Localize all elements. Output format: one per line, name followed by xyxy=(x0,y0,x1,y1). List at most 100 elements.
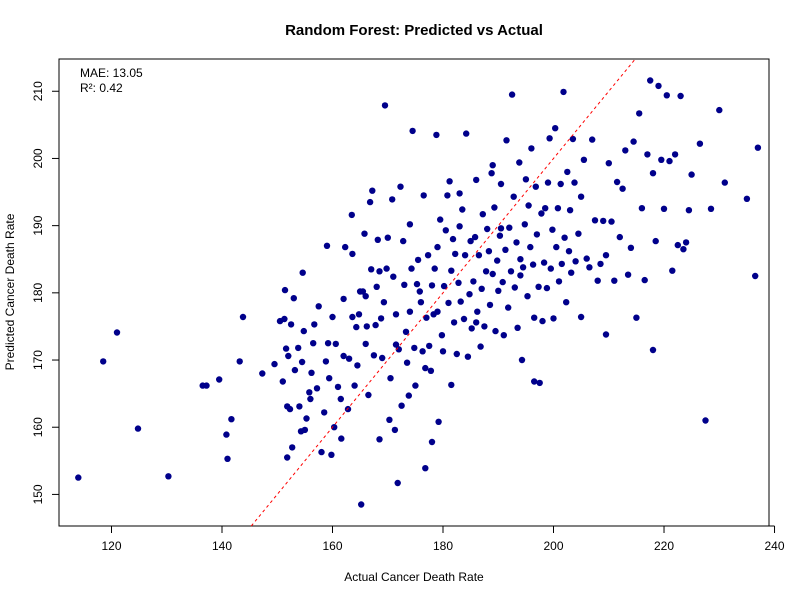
data-point xyxy=(597,260,604,268)
data-point xyxy=(473,319,480,326)
data-point xyxy=(696,140,704,147)
data-point xyxy=(334,383,342,391)
data-point xyxy=(508,91,516,98)
data-point xyxy=(674,241,681,249)
data-point xyxy=(677,92,684,100)
x-tick-label: 220 xyxy=(654,539,674,553)
data-point xyxy=(649,170,657,177)
data-point xyxy=(549,226,556,233)
data-point xyxy=(561,234,568,241)
data-point xyxy=(340,295,347,303)
data-point xyxy=(381,102,389,109)
data-point xyxy=(420,192,427,199)
data-point xyxy=(354,362,361,369)
data-point xyxy=(613,178,621,186)
data-point xyxy=(500,332,507,339)
data-point xyxy=(349,250,356,258)
data-point xyxy=(376,268,383,275)
data-point xyxy=(457,298,464,305)
data-point xyxy=(392,341,400,348)
data-point xyxy=(569,135,577,143)
data-point xyxy=(411,344,418,352)
data-point xyxy=(362,293,369,300)
data-point xyxy=(535,283,542,290)
data-point xyxy=(349,313,356,321)
data-point xyxy=(400,237,407,245)
data-point xyxy=(624,271,632,278)
data-point xyxy=(531,378,538,385)
data-point xyxy=(471,233,479,241)
data-point xyxy=(351,382,358,389)
data-point xyxy=(519,264,527,271)
data-point xyxy=(290,295,297,302)
x-tick-label: 120 xyxy=(101,539,121,553)
x-axis-label: Actual Cancer Death Rate xyxy=(344,570,484,584)
data-point xyxy=(543,284,551,292)
data-point xyxy=(563,299,570,306)
data-point xyxy=(652,237,659,245)
data-point xyxy=(433,131,440,139)
data-point xyxy=(308,369,315,376)
data-point xyxy=(463,130,470,137)
data-point xyxy=(368,266,375,273)
data-point xyxy=(507,268,515,275)
data-point xyxy=(663,92,670,99)
data-point xyxy=(216,376,223,383)
data-point xyxy=(702,417,709,424)
data-point xyxy=(395,346,402,353)
data-point xyxy=(259,370,266,377)
data-point xyxy=(380,299,388,306)
data-point xyxy=(315,303,322,310)
data-point xyxy=(223,431,230,438)
x-tick-label: 140 xyxy=(212,539,232,553)
data-point xyxy=(611,277,618,284)
data-point xyxy=(236,358,243,365)
data-point xyxy=(271,360,278,368)
data-point xyxy=(448,381,455,389)
data-point xyxy=(342,243,349,251)
data-point xyxy=(539,317,546,325)
data-point xyxy=(685,207,693,214)
data-point xyxy=(313,385,321,392)
data-point xyxy=(417,299,425,306)
data-point xyxy=(363,323,370,330)
data-point xyxy=(75,474,82,481)
data-point xyxy=(540,259,548,266)
data-point xyxy=(306,389,313,396)
y-axis-label: Predicted Cancer Death Rate xyxy=(3,213,17,370)
data-point xyxy=(409,127,416,135)
data-point xyxy=(532,183,539,190)
y-tick-label: 210 xyxy=(31,81,45,101)
data-point xyxy=(284,454,291,461)
y-tick-label: 180 xyxy=(31,283,45,303)
data-point xyxy=(658,156,665,163)
y-tick-label: 170 xyxy=(31,350,45,370)
data-point xyxy=(671,151,679,158)
data-point xyxy=(374,236,381,243)
data-point xyxy=(370,352,378,359)
data-point xyxy=(448,267,455,274)
data-point xyxy=(577,193,585,200)
data-point xyxy=(340,352,347,360)
data-point xyxy=(605,160,612,167)
data-point xyxy=(322,358,330,365)
data-point xyxy=(688,171,695,178)
data-point xyxy=(461,252,469,259)
data-point xyxy=(422,465,429,472)
data-point xyxy=(494,257,501,264)
data-point xyxy=(413,280,421,288)
chart-title: Random Forest: Predicted vs Actual xyxy=(285,22,543,39)
data-point xyxy=(608,218,615,225)
x-tick-label: 240 xyxy=(765,539,785,553)
data-point xyxy=(568,269,575,276)
data-point xyxy=(405,392,412,399)
data-point xyxy=(442,227,449,234)
data-point xyxy=(394,479,401,487)
data-point xyxy=(481,323,488,330)
data-point xyxy=(428,438,436,446)
data-point xyxy=(550,315,557,322)
data-point xyxy=(444,192,451,199)
data-point xyxy=(203,382,210,389)
data-point xyxy=(633,314,640,321)
data-point xyxy=(434,243,441,251)
